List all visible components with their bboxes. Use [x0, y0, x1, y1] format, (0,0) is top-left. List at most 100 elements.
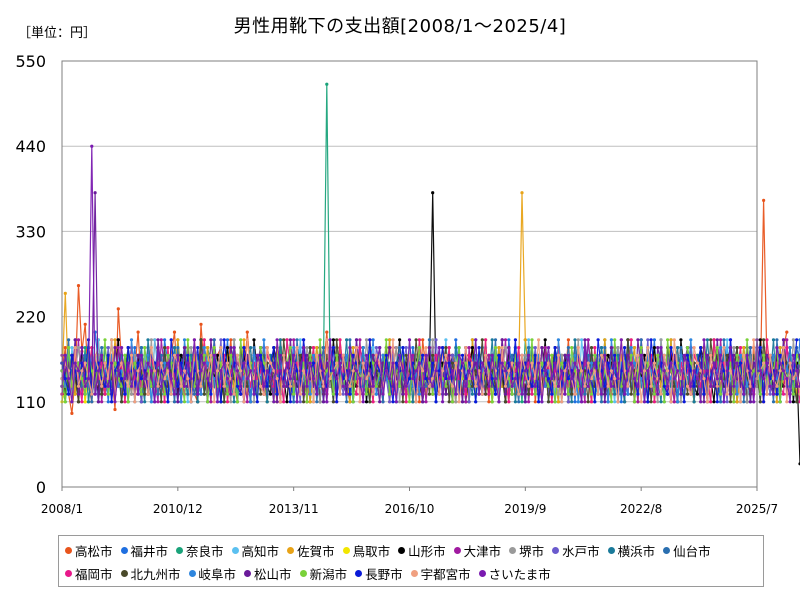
data-point [556, 400, 561, 404]
data-point [553, 361, 557, 365]
data-point [272, 400, 276, 404]
data-point [235, 369, 239, 373]
data-point [285, 400, 289, 404]
data-point [533, 384, 537, 388]
data-point [255, 353, 259, 357]
data-point [215, 400, 220, 404]
data-point [646, 346, 650, 350]
data-point [762, 353, 766, 357]
data-point [712, 338, 716, 342]
data-point [447, 400, 451, 404]
legend-entry: 堺市 [509, 541, 544, 560]
data-point [245, 400, 249, 404]
data-point [192, 369, 196, 373]
data-point [249, 369, 253, 373]
data-point [503, 384, 508, 388]
data-point [361, 346, 365, 350]
data-point [540, 400, 544, 404]
data-point [182, 369, 187, 373]
data-point [63, 400, 67, 404]
data-point [523, 361, 527, 365]
data-point [599, 353, 604, 357]
data-point [775, 400, 779, 404]
data-point [172, 392, 177, 396]
data-point [447, 377, 451, 381]
data-point [100, 400, 104, 404]
data-point [560, 369, 564, 373]
data-point [450, 384, 455, 388]
data-point [268, 392, 273, 396]
data-point [172, 330, 177, 334]
data-point [209, 353, 213, 357]
data-point [354, 392, 359, 396]
data-point [186, 353, 190, 357]
data-point [325, 338, 329, 342]
data-point [606, 384, 610, 388]
data-point [533, 400, 537, 404]
data-point [199, 392, 203, 396]
data-point [460, 361, 465, 365]
data-point [100, 346, 104, 350]
data-point [186, 361, 190, 365]
legend: 高松市 福井市 奈良市 高知市 佐賀市 鳥取市 山形市 大津市 堺市 水戸市 横浜市 仙台市 福岡市 北九… [58, 535, 764, 587]
data-point [444, 384, 448, 388]
data-point [70, 411, 74, 415]
data-point [781, 369, 786, 373]
data-point [262, 384, 266, 388]
data-point [493, 392, 498, 396]
data-point [318, 384, 322, 388]
data-point [570, 392, 574, 396]
data-point [106, 384, 110, 388]
data-point [67, 338, 71, 342]
data-point [619, 369, 623, 373]
data-point [484, 338, 488, 342]
data-point [487, 392, 491, 396]
data-point [659, 392, 663, 396]
data-point [417, 361, 421, 365]
data-point [712, 384, 716, 388]
data-point [245, 377, 249, 381]
data-point [679, 346, 683, 350]
data-point [513, 400, 518, 404]
data-point [67, 392, 71, 396]
data-point [93, 392, 97, 396]
data-point [676, 369, 680, 373]
data-point [225, 400, 230, 404]
data-point [374, 361, 378, 365]
data-point [467, 346, 471, 350]
data-point [457, 400, 461, 404]
data-point [586, 400, 590, 404]
data-point [222, 384, 226, 388]
data-point [143, 392, 147, 396]
data-point [259, 346, 263, 350]
data-point [431, 392, 435, 396]
data-point [83, 346, 87, 350]
data-point [441, 400, 445, 404]
data-point [662, 384, 666, 388]
data-point [586, 361, 590, 365]
data-point [573, 400, 577, 404]
data-point [351, 361, 355, 365]
data-point [288, 346, 292, 350]
data-point [507, 400, 511, 404]
data-point [123, 392, 127, 396]
data-point [259, 361, 263, 365]
data-point [523, 353, 527, 357]
legend-entry: 岐阜市 [188, 564, 236, 583]
data-point [288, 338, 292, 342]
data-point [470, 346, 474, 350]
data-point [487, 361, 491, 365]
data-point [735, 361, 739, 365]
data-point [636, 353, 640, 357]
data-point [464, 400, 468, 404]
data-point [490, 353, 494, 357]
legend-swatch [453, 547, 461, 554]
data-point [351, 400, 355, 404]
data-point [450, 361, 455, 365]
legend-entry: 鳥取市 [342, 541, 390, 560]
legend-swatch [663, 547, 671, 554]
data-point [791, 377, 796, 381]
data-point [434, 369, 438, 373]
data-point [285, 361, 289, 365]
data-point [474, 400, 478, 404]
